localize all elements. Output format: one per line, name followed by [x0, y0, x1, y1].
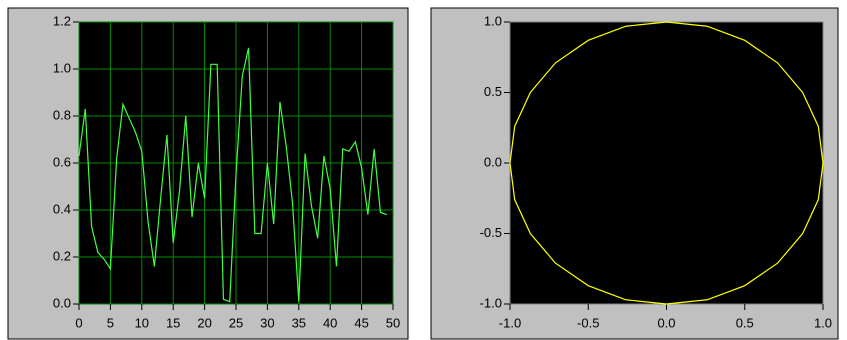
y-tick-label: 0.8	[53, 107, 71, 122]
y-tick-label: -0.5	[480, 225, 502, 240]
plot-area	[509, 21, 824, 305]
x-tick-label: 35	[292, 315, 306, 330]
x-tick-label: 0.0	[657, 315, 675, 330]
y-tick-label: 0.2	[53, 248, 71, 263]
y-tick-label: 0.0	[53, 295, 71, 310]
x-tick-label: 15	[166, 315, 180, 330]
x-tick-label: 25	[229, 315, 243, 330]
y-tick-label: 1.0	[484, 13, 502, 28]
x-tick-label: 20	[197, 315, 211, 330]
x-tick-label: 30	[260, 315, 274, 330]
plot-line	[78, 47, 387, 303]
x-tick-label: 0	[75, 315, 82, 330]
x-tick-label: 50	[386, 315, 400, 330]
x-tick-label: 1.0	[814, 315, 832, 330]
x-tick-label: 0.5	[736, 315, 754, 330]
y-tick-label: 0.5	[484, 84, 502, 99]
x-tick-label: 10	[135, 315, 149, 330]
y-tick-label: 0.0	[484, 154, 502, 169]
x-tick-label: -1.0	[499, 315, 521, 330]
x-tick-label: -0.5	[577, 315, 599, 330]
x-tick-label: 5	[107, 315, 114, 330]
y-tick-label: 0.6	[53, 154, 71, 169]
y-tick-label: 0.4	[53, 201, 71, 216]
y-tick-label: -1.0	[480, 295, 502, 310]
y-tick-label: 1.2	[53, 13, 71, 28]
x-tick-label: 45	[354, 315, 368, 330]
y-tick-label: 1.0	[53, 60, 71, 75]
x-tick-label: 40	[323, 315, 337, 330]
plot-line	[509, 21, 824, 305]
